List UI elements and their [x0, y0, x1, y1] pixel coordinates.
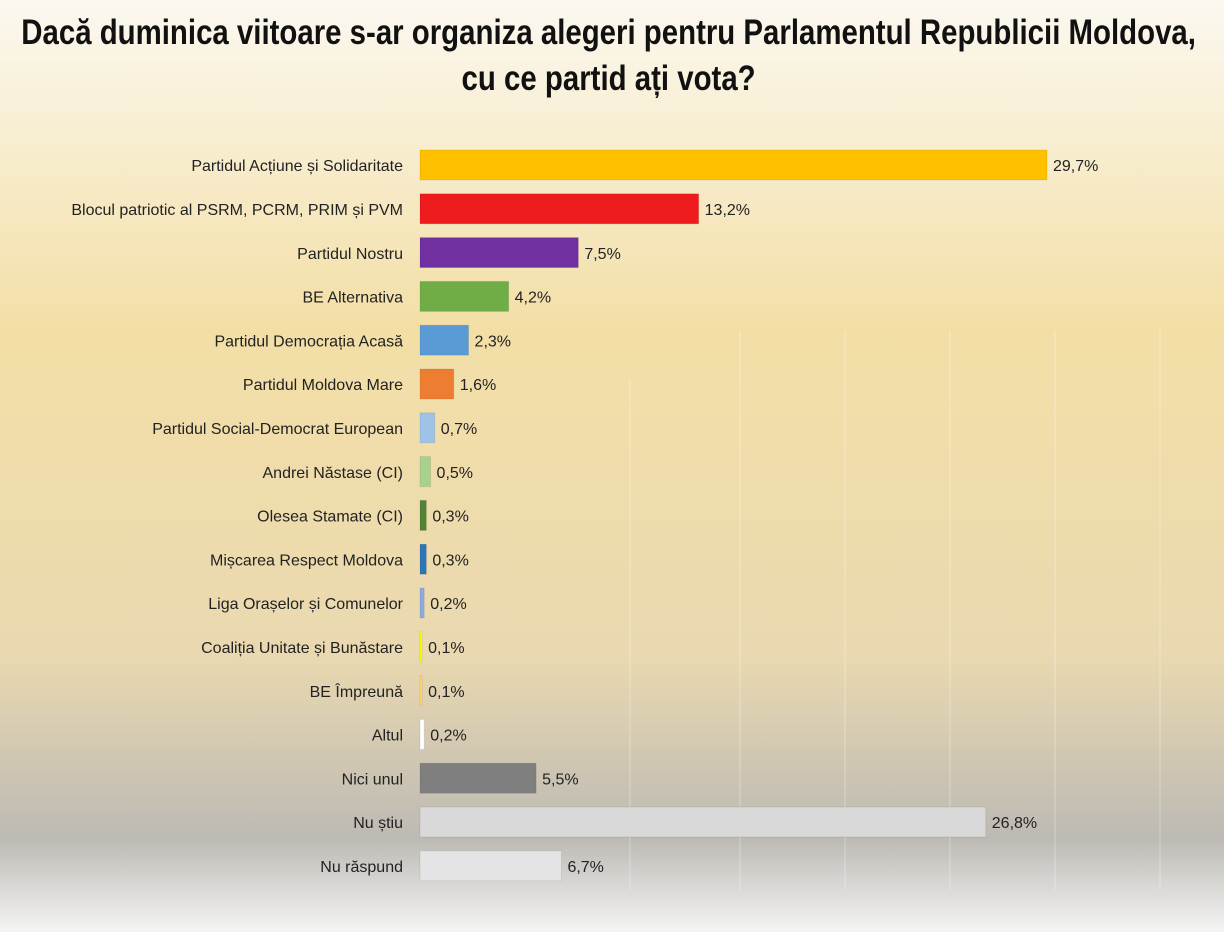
category-label: Nici unul	[342, 771, 403, 788]
bar	[419, 368, 455, 400]
category-label: Andrei Năstase (CI)	[263, 465, 404, 482]
bar	[419, 762, 537, 794]
category-label: Blocul patriotic al PSRM, PCRM, PRIM și …	[71, 202, 403, 219]
value-label: 2,3%	[475, 333, 511, 350]
category-label: Nu răspund	[320, 859, 403, 876]
value-label: 4,2%	[515, 290, 551, 307]
value-label: 0,1%	[428, 640, 464, 657]
category-label: Nu știu	[353, 815, 403, 832]
category-label: Partidul Moldova Mare	[243, 377, 403, 394]
value-label: 0,2%	[430, 728, 466, 745]
bar	[419, 806, 987, 838]
value-label: 5,5%	[542, 771, 578, 788]
value-label: 13,2%	[705, 202, 750, 219]
value-label: 0,5%	[437, 465, 473, 482]
value-label: 1,6%	[460, 377, 496, 394]
value-label: 6,7%	[567, 859, 603, 876]
category-label: Partidul Nostru	[297, 246, 403, 263]
value-label: 0,3%	[432, 509, 468, 526]
category-label: Coaliția Unitate și Bunăstare	[201, 640, 403, 657]
value-label: 7,5%	[584, 246, 620, 263]
bar	[419, 237, 579, 269]
bar	[419, 193, 700, 225]
category-label: Liga Orașelor și Comunelor	[208, 596, 403, 613]
category-label: BE Alternativa	[303, 290, 404, 307]
category-label: Olesea Stamate (CI)	[257, 509, 403, 526]
bar	[419, 499, 427, 531]
value-label: 0,3%	[432, 552, 468, 569]
value-label: 0,1%	[428, 684, 464, 701]
bar	[419, 149, 1048, 181]
value-label: 0,7%	[441, 421, 477, 438]
category-label: Mișcarea Respect Moldova	[210, 552, 403, 569]
bar	[419, 280, 510, 312]
bar	[419, 850, 562, 882]
category-label: Partidul Acțiune și Solidaritate	[191, 158, 403, 175]
bar	[419, 718, 425, 750]
bar	[419, 587, 425, 619]
bar	[419, 631, 423, 663]
bar	[419, 324, 470, 356]
bar	[419, 675, 423, 707]
bar	[419, 412, 436, 444]
category-label: Altul	[372, 728, 403, 745]
bar	[419, 456, 432, 488]
category-label: Partidul Social-Democrat European	[152, 421, 403, 438]
value-label: 0,2%	[430, 596, 466, 613]
chart-title: Dacă duminica viitoare s-ar organiza ale…	[21, 13, 1196, 98]
bar	[419, 543, 427, 575]
value-label: 26,8%	[992, 815, 1037, 832]
value-label: 29,7%	[1053, 158, 1098, 175]
category-label: BE Împreună	[310, 682, 403, 701]
category-label: Partidul Democrația Acasă	[214, 333, 403, 350]
